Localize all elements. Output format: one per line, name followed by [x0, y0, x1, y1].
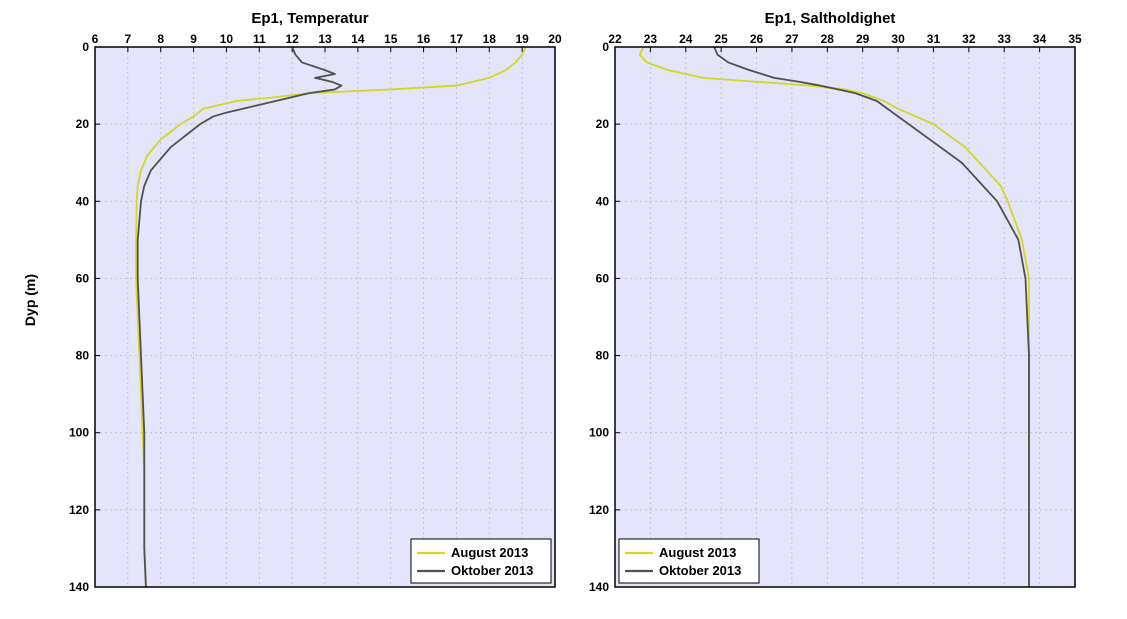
svg-text:27: 27 [785, 32, 799, 46]
svg-text:0: 0 [82, 40, 89, 54]
svg-text:23: 23 [644, 32, 658, 46]
svg-text:25: 25 [714, 32, 728, 46]
svg-text:22: 22 [608, 32, 622, 46]
svg-text:120: 120 [69, 503, 89, 517]
svg-text:8: 8 [157, 32, 164, 46]
svg-text:32: 32 [962, 32, 976, 46]
svg-text:28: 28 [821, 32, 835, 46]
svg-text:6: 6 [92, 32, 99, 46]
svg-text:60: 60 [76, 271, 90, 285]
svg-text:20: 20 [596, 117, 610, 131]
svg-text:August 2013: August 2013 [659, 545, 736, 560]
svg-text:Oktober 2013: Oktober 2013 [451, 563, 533, 578]
svg-text:19: 19 [515, 32, 529, 46]
svg-text:Oktober 2013: Oktober 2013 [659, 563, 741, 578]
svg-text:14: 14 [351, 32, 365, 46]
svg-text:34: 34 [1033, 32, 1047, 46]
panel-title-salinity: Ep1, Saltholdighet [765, 10, 896, 27]
svg-text:80: 80 [76, 349, 90, 363]
svg-text:33: 33 [998, 32, 1012, 46]
svg-text:26: 26 [750, 32, 764, 46]
svg-text:16: 16 [417, 32, 431, 46]
svg-text:August 2013: August 2013 [451, 545, 528, 560]
svg-text:29: 29 [856, 32, 870, 46]
svg-text:20: 20 [76, 117, 90, 131]
svg-text:80: 80 [596, 349, 610, 363]
svg-text:7: 7 [125, 32, 132, 46]
panel-temperature: Ep1, Temperatur 6 7 8 9 10 11 12 13 14 15 16 17 18 19… [50, 10, 570, 609]
svg-text:60: 60 [596, 271, 610, 285]
chart-salinity: 22 23 24 25 26 27 28 29 30 31 32 33 34 35 0 20 40 60 80 100… [570, 29, 1090, 609]
svg-text:40: 40 [76, 194, 90, 208]
svg-text:10: 10 [220, 32, 234, 46]
figure: Dyp (m) Ep1, Temperatur 6 7 8 9 10 11 12 13 14 15… [10, 10, 1117, 609]
svg-text:24: 24 [679, 32, 693, 46]
panel-salinity: Ep1, Saltholdighet 22 23 24 25 26 27 28 29 30 31 3… [570, 10, 1090, 609]
svg-text:31: 31 [927, 32, 941, 46]
svg-text:40: 40 [596, 194, 610, 208]
panel-title-temperature: Ep1, Temperatur [251, 10, 368, 27]
svg-text:13: 13 [318, 32, 332, 46]
svg-text:0: 0 [602, 40, 609, 54]
svg-text:17: 17 [450, 32, 464, 46]
svg-text:140: 140 [589, 580, 609, 594]
svg-text:120: 120 [589, 503, 609, 517]
svg-text:140: 140 [69, 580, 89, 594]
svg-text:15: 15 [384, 32, 398, 46]
svg-text:100: 100 [589, 426, 609, 440]
svg-text:100: 100 [69, 426, 89, 440]
y-axis-label: Dyp (m) [22, 274, 38, 326]
chart-temperature: 6 7 8 9 10 11 12 13 14 15 16 17 18 19 20 0 20 40 60 80 100 12… [50, 29, 570, 609]
svg-text:35: 35 [1068, 32, 1082, 46]
ylabel-container: Dyp (m) [10, 10, 50, 590]
svg-text:18: 18 [483, 32, 497, 46]
svg-text:9: 9 [190, 32, 197, 46]
svg-text:12: 12 [285, 32, 299, 46]
svg-text:11: 11 [253, 32, 266, 46]
svg-text:30: 30 [891, 32, 905, 46]
svg-text:20: 20 [548, 32, 562, 46]
